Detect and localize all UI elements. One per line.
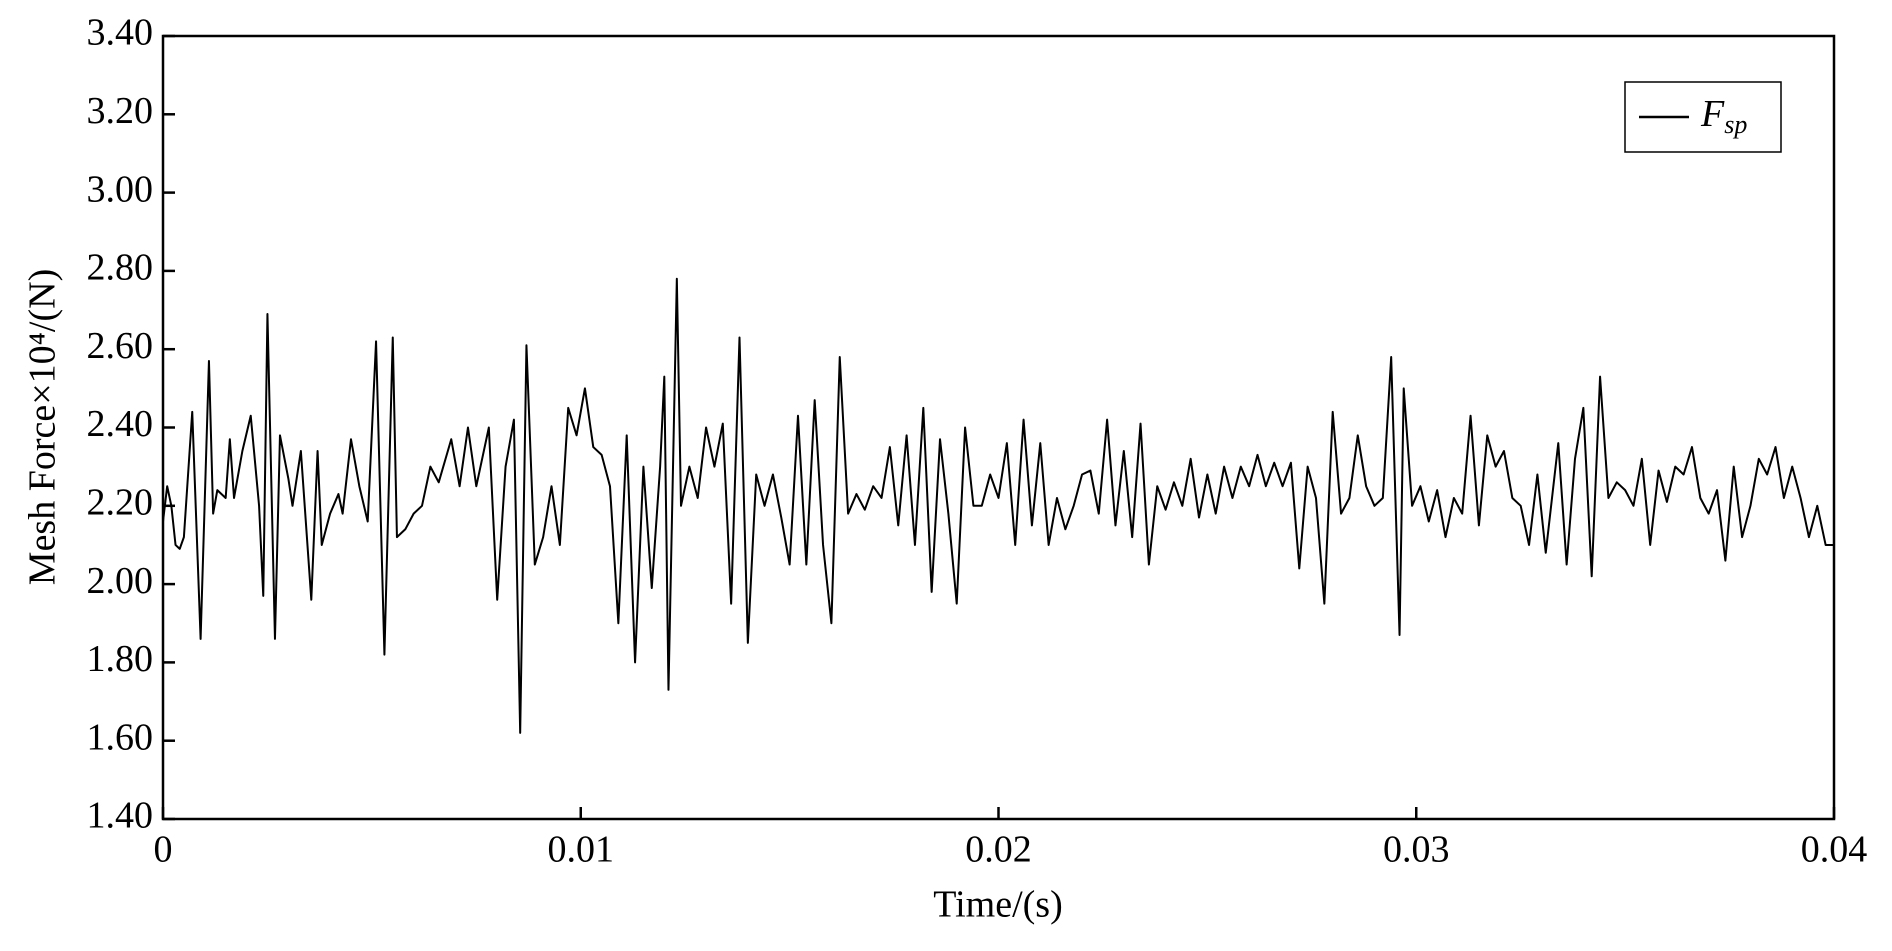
y-tick-label: 2.00 <box>87 560 154 602</box>
y-axis-label: Mesh Force×10⁴/(N) <box>22 269 64 585</box>
y-tick-label: 1.80 <box>87 638 154 680</box>
x-axis-label: Time/(s) <box>933 884 1063 926</box>
data-line <box>162 277 1834 734</box>
y-tick-label: 2.40 <box>87 403 154 445</box>
x-tick-label: 0 <box>154 829 173 871</box>
y-tick-label: 3.20 <box>87 90 154 132</box>
y-tick-label: 1.40 <box>87 795 154 837</box>
legend-label: Fsp <box>1700 93 1747 139</box>
y-tick-label: 2.60 <box>87 325 154 367</box>
y-tick-label: 3.00 <box>87 168 154 210</box>
x-tick-label: 0.01 <box>548 829 615 871</box>
y-tick-label: 2.20 <box>87 482 154 524</box>
x-tick-label: 0.03 <box>1383 829 1450 871</box>
plot-frame <box>161 34 1836 821</box>
y-tick-label: 2.80 <box>87 247 154 289</box>
y-tick-label: 1.60 <box>87 716 154 758</box>
x-tick-label: 0.02 <box>965 829 1032 871</box>
x-tick-label: 0.04 <box>1801 829 1868 871</box>
y-tick-label: 3.40 <box>87 12 154 54</box>
